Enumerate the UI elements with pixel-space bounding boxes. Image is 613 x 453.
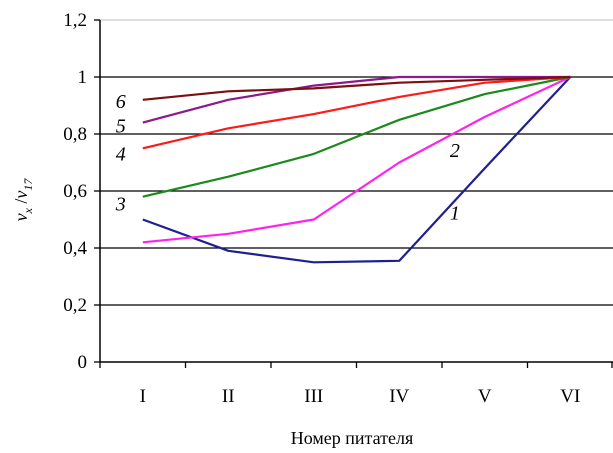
axes xyxy=(94,19,613,368)
series-lines xyxy=(142,75,572,264)
x-tick-label: I xyxy=(140,386,146,407)
series-label-3: 3 xyxy=(115,194,126,216)
y-tick-label: 1,2 xyxy=(63,10,87,31)
series-label-4: 4 xyxy=(116,143,126,165)
x-tick-label: IV xyxy=(389,386,409,407)
x-tick-label: II xyxy=(222,386,235,407)
x-tick-labels: I II III IV V VI xyxy=(140,386,581,407)
y-tick-label: 0,4 xyxy=(63,238,87,259)
y-tick-label: 0,6 xyxy=(63,181,87,202)
series-line-4 xyxy=(142,75,571,150)
y-axis-title: vx /v17 xyxy=(11,178,35,222)
series-label-6: 6 xyxy=(116,91,126,113)
y-tick-label: 0,8 xyxy=(63,124,87,145)
y-tick-label: 0 xyxy=(78,352,88,373)
series-line-2 xyxy=(142,76,571,244)
series-line-3 xyxy=(142,75,571,198)
series-line-6 xyxy=(142,75,571,101)
y-tick-labels: 0 0,2 0,4 0,6 0,8 1 1,2 xyxy=(63,10,87,373)
x-tick-label: V xyxy=(478,386,492,407)
series-label-5: 5 xyxy=(116,116,126,138)
series-labels: 1 2 3 4 5 6 xyxy=(115,91,460,225)
series-line-1 xyxy=(142,76,572,264)
series-line-5 xyxy=(142,75,571,124)
y-tick-label: 1 xyxy=(78,67,88,88)
series-label-1: 1 xyxy=(450,203,460,225)
x-tick-label: VI xyxy=(560,386,580,407)
x-tick-label: III xyxy=(304,386,323,407)
series-label-2: 2 xyxy=(450,140,460,162)
y-tick-label: 0,2 xyxy=(63,295,87,316)
x-axis-title: Номер питателя xyxy=(291,428,414,448)
